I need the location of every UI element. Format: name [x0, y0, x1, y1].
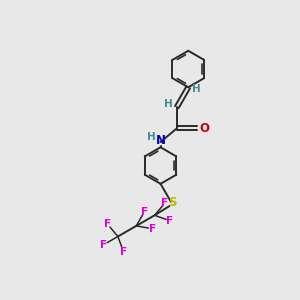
Text: F: F: [141, 207, 148, 217]
Text: F: F: [148, 224, 156, 234]
Text: F: F: [120, 247, 127, 257]
Text: S: S: [168, 196, 176, 209]
Text: F: F: [161, 198, 169, 208]
Text: F: F: [166, 216, 173, 226]
Text: O: O: [199, 122, 209, 135]
Text: N: N: [156, 134, 166, 147]
Text: H: H: [147, 132, 155, 142]
Text: F: F: [100, 240, 107, 250]
Text: F: F: [104, 219, 111, 229]
Text: H: H: [192, 84, 201, 94]
Text: H: H: [164, 99, 173, 109]
